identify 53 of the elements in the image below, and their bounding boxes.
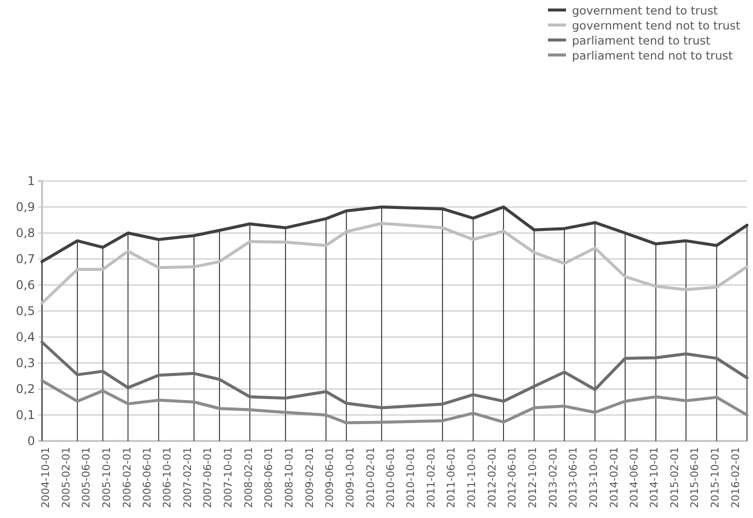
x-tick-label: 2011-02-01 <box>426 447 438 508</box>
y-tick-label: 0,2 <box>16 382 35 396</box>
y-tick-label: 0,4 <box>16 330 35 344</box>
x-tick-label: 2006-02-01 <box>121 447 134 508</box>
x-tick-label: 2008-02-01 <box>243 447 255 508</box>
x-tick-label: 2004-10-01 <box>40 447 52 508</box>
x-tick-label: 2011-10-01 <box>466 447 478 508</box>
y-tick-label: 1 <box>27 174 35 188</box>
x-tick-label: 2013-02-01 <box>548 447 560 508</box>
x-tick-label: 2005-10-01 <box>100 447 113 508</box>
x-tick-label: 2005-06-01 <box>80 447 92 508</box>
y-tick-label: 0,6 <box>16 278 35 292</box>
legend-label: government tend not to trust <box>572 18 741 32</box>
x-tick-label: 2009-02-01 <box>304 447 316 508</box>
line-series <box>40 379 748 424</box>
legend-label: parliament tend to trust <box>572 34 711 48</box>
x-tick-label: 2007-02-01 <box>182 447 194 508</box>
x-tick-label: 2012-10-01 <box>527 447 539 508</box>
x-tick-label: 2009-06-01 <box>324 447 336 508</box>
legend-label: parliament tend not to trust <box>572 48 734 62</box>
y-tick-label: 0,1 <box>16 408 35 422</box>
x-tick-label: 2008-06-01 <box>263 447 276 508</box>
x-tick-label: 2016-02-01 <box>730 447 742 508</box>
x-tick-label: 2015-06-01 <box>689 447 702 508</box>
y-tick-label: 0 <box>27 434 35 448</box>
x-tick-label: 2014-10-01 <box>648 447 661 508</box>
x-tick-label: 2007-10-01 <box>222 447 234 508</box>
x-tick-label: 2010-10-01 <box>405 447 418 508</box>
x-tick-label: 2008-10-01 <box>284 447 296 508</box>
x-tick-label: 2006-06-01 <box>141 447 154 508</box>
x-tick-label: 2009-10-01 <box>344 447 356 508</box>
x-tick-label: 2007-06-01 <box>202 447 214 508</box>
y-tick-label: 0,5 <box>16 304 35 318</box>
legend-label: government tend to trust <box>572 4 718 18</box>
line-series <box>40 340 748 410</box>
x-tick-label: 2014-02-01 <box>608 447 620 508</box>
x-tick-label: 2006-10-01 <box>162 447 174 508</box>
x-tick-label: 2010-02-01 <box>364 447 377 508</box>
y-tick-label: 0,7 <box>16 252 35 266</box>
x-tick-label: 2013-06-01 <box>568 447 580 508</box>
x-tick-label: 2011-06-01 <box>446 447 458 508</box>
x-tick-label: 2012-02-01 <box>486 447 498 508</box>
x-tick-label: 2012-06-01 <box>506 447 519 508</box>
line-series <box>40 206 748 264</box>
x-tick-label: 2010-06-01 <box>384 447 397 508</box>
x-tick-label: 2013-10-01 <box>588 447 600 508</box>
x-tick-label: 2005-02-01 <box>60 447 72 508</box>
x-tick-label: 2014-06-01 <box>628 447 640 508</box>
y-tick-label: 0,3 <box>16 356 35 370</box>
y-tick-label: 0,8 <box>16 226 35 240</box>
x-tick-label: 2015-02-01 <box>669 447 682 508</box>
x-tick-label: 2015-10-01 <box>710 447 722 508</box>
y-tick-label: 0,9 <box>16 200 35 214</box>
